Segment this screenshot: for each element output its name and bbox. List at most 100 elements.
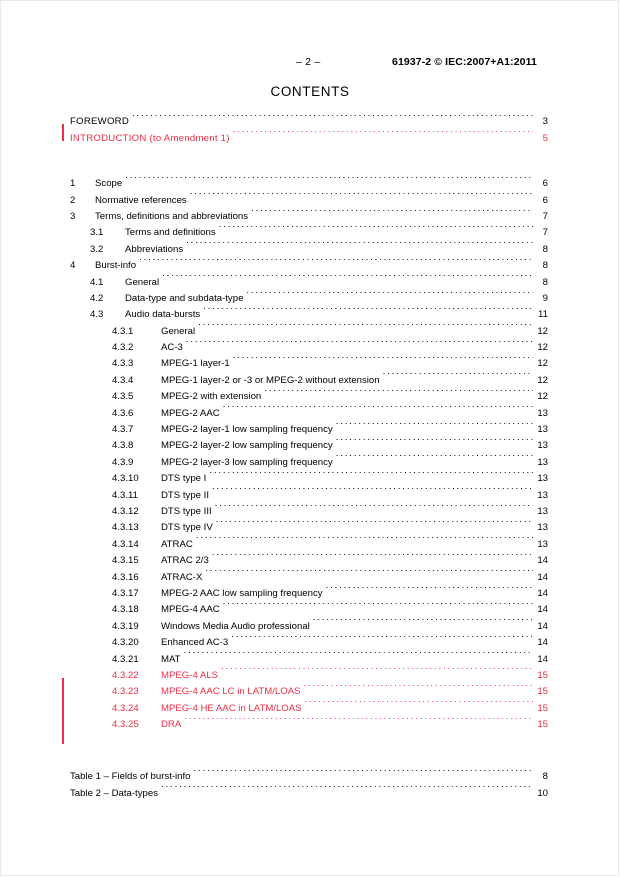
toc-entry-clause-3-1[interactable]: 3.1 Terms and definitions 7 — [70, 219, 548, 238]
toc-entry-number: 2 — [70, 194, 76, 206]
toc-entry-clause-4-3-6[interactable]: 4.3.6 MPEG-2 AAC 13 — [70, 399, 548, 418]
section-spacer — [70, 747, 548, 763]
toc-entry-clause-4-3-3[interactable]: 4.3.3 MPEG-1 layer-1 12 — [70, 350, 548, 369]
toc-entry-clause-3-2[interactable]: 3.2 Abbreviations 8 — [70, 235, 548, 254]
toc-leader-dots — [132, 108, 533, 124]
page-title: CONTENTS — [270, 84, 350, 99]
toc-entry-clause-4-3-25[interactable]: 4.3.25 DRA 15 — [70, 711, 548, 730]
toc-entry-number: 4.3.3 — [112, 358, 134, 370]
toc-entry-page: 11 — [538, 309, 548, 321]
table-of-contents: FOREWORD 3 INTRODUCTION (to Amendment 1)… — [62, 108, 548, 799]
toc-entry-page: 13 — [537, 424, 548, 436]
toc-entry-number: 4.3.7 — [112, 424, 134, 436]
toc-entry-label: MPEG-2 AAC low sampling frequency — [161, 587, 323, 599]
toc-entry-page: 13 — [537, 538, 548, 550]
toc-leader-dots — [336, 416, 533, 432]
toc-entry-label: Data-type and subdata-type — [125, 292, 244, 304]
toc-entry-page: 3 — [542, 116, 548, 128]
amendment-change-bar — [62, 124, 64, 141]
toc-leader-dots — [223, 399, 533, 415]
toc-entry-label: MPEG-4 ALS — [161, 669, 219, 681]
toc-leader-dots — [203, 301, 533, 317]
toc-entry-clause-4-3-4[interactable]: 4.3.4 MPEG-1 layer-2 or -3 or MPEG-2 wit… — [70, 366, 548, 385]
toc-entry-clause-4-3-24[interactable]: 4.3.24 MPEG-4 HE AAC in LATM/LOAS 15 — [70, 694, 548, 713]
toc-entry-clause-4-3-21[interactable]: 4.3.21 MAT 14 — [70, 645, 548, 664]
toc-entry-page: 14 — [537, 620, 548, 632]
toc-entry-page: 10 — [537, 787, 548, 799]
toc-leader-dots — [161, 779, 533, 795]
toc-leader-dots — [219, 219, 533, 235]
toc-entry-number: 4.3.14 — [112, 538, 139, 550]
toc-entry-number: 4.3.16 — [112, 571, 139, 583]
toc-leader-dots — [313, 612, 533, 628]
toc-entry-clause-4-3-23[interactable]: 4.3.23 MPEG-4 AAC LC in LATM/LOAS 15 — [70, 678, 548, 697]
toc-entry-clause-2[interactable]: 2 Normative references 6 — [70, 186, 548, 205]
toc-entry-number: 4.3.5 — [112, 391, 134, 403]
toc-entry-clause-4-3-8[interactable]: 4.3.8 MPEG-2 layer-2 low sampling freque… — [70, 432, 548, 451]
toc-entry-clause-4-3-10[interactable]: 4.3.10 DTS type I 13 — [70, 465, 548, 484]
toc-leader-dots — [184, 645, 533, 661]
toc-entry-clause-1[interactable]: 1 Scope 6 — [70, 170, 548, 189]
toc-entry-label: MPEG-4 AAC — [161, 604, 220, 616]
front-matter-block: FOREWORD 3 INTRODUCTION (to Amendment 1)… — [62, 108, 548, 144]
toc-entry-label: MPEG-2 layer-3 low sampling frequency — [161, 456, 333, 468]
toc-entry-clause-4-3-18[interactable]: 4.3.18 MPEG-4 AAC 14 — [70, 596, 548, 615]
toc-entry-clause-4[interactable]: 4 Burst-info 8 — [70, 252, 548, 271]
toc-entry-clause-4-3-20[interactable]: 4.3.20 Enhanced AC-3 14 — [70, 629, 548, 648]
toc-entry-clause-4-3-13[interactable]: 4.3.13 DTS type IV 13 — [70, 514, 548, 533]
toc-entry-label: ATRAC-X — [161, 571, 203, 583]
toc-entry-label: General — [125, 276, 160, 288]
toc-entry-page: 12 — [537, 391, 548, 403]
toc-entry-clause-4-3-7[interactable]: 4.3.7 MPEG-2 layer-1 low sampling freque… — [70, 416, 548, 435]
toc-entry-page: 14 — [537, 587, 548, 599]
toc-entry-page: 15 — [537, 719, 548, 731]
toc-entry-foreword[interactable]: FOREWORD 3 — [70, 108, 548, 127]
toc-entry-clause-4-3-15[interactable]: 4.3.15 ATRAC 2/3 14 — [70, 547, 548, 566]
toc-entry-table-2[interactable]: Table 2 – Data-types 10 — [70, 779, 548, 798]
toc-leader-dots — [304, 678, 533, 694]
toc-entry-clause-4-3-12[interactable]: 4.3.12 DTS type III 13 — [70, 498, 548, 517]
toc-entry-clause-4-3-2[interactable]: 4.3.2 AC-3 12 — [70, 334, 548, 353]
toc-leader-dots — [186, 235, 533, 251]
toc-leader-dots — [223, 596, 533, 612]
toc-entry-clause-4-1[interactable]: 4.1 General 8 — [70, 268, 548, 287]
toc-entry-introduction[interactable]: INTRODUCTION (to Amendment 1) 5 — [70, 124, 548, 143]
header-page-marker: – 2 – — [296, 56, 321, 68]
toc-leader-dots — [162, 268, 533, 284]
toc-entry-clause-4-2[interactable]: 4.2 Data-type and subdata-type 9 — [70, 285, 548, 304]
toc-leader-dots — [139, 252, 533, 268]
toc-entry-clause-4-3-16[interactable]: 4.3.16 ATRAC-X 14 — [70, 563, 548, 582]
toc-entry-clause-4-3-9[interactable]: 4.3.9 MPEG-2 layer-3 low sampling freque… — [70, 448, 548, 467]
toc-entry-clause-4-3-1[interactable]: 4.3.1 General 12 — [70, 317, 548, 336]
toc-entry-clause-3[interactable]: 3 Terms, definitions and abbreviations 7 — [70, 203, 548, 222]
toc-entry-number: 4.3.11 — [112, 489, 138, 501]
toc-leader-dots — [194, 763, 533, 779]
toc-entry-label: Burst-info — [95, 260, 137, 272]
page-header: – 2 – 61937-2 © IEC:2007+A1:2011 — [0, 56, 620, 70]
toc-entry-number: 4.3.20 — [112, 637, 139, 649]
toc-entry-clause-4-3[interactable]: 4.3 Audio data-bursts 11 — [70, 301, 548, 320]
toc-leader-dots — [198, 317, 533, 333]
toc-entry-page: 8 — [542, 276, 548, 288]
toc-entry-label: Terms, definitions and abbreviations — [95, 210, 249, 222]
toc-entry-clause-4-3-22[interactable]: 4.3.22 MPEG-4 ALS 15 — [70, 662, 548, 681]
toc-entry-label: ATRAC 2/3 — [161, 555, 209, 567]
toc-entry-label: AC-3 — [161, 342, 183, 354]
toc-leader-dots — [251, 203, 533, 219]
toc-entry-page: 7 — [542, 227, 548, 239]
toc-entry-clause-4-3-17[interactable]: 4.3.17 MPEG-2 AAC low sampling frequency… — [70, 580, 548, 599]
toc-entry-label: MPEG-2 with extension — [161, 391, 262, 403]
toc-entry-page: 14 — [537, 604, 548, 616]
toc-entry-page: 8 — [542, 260, 548, 272]
toc-entry-number: 4.3.17 — [112, 587, 139, 599]
toc-entry-table-1[interactable]: Table 1 – Fields of burst-info 8 — [70, 763, 548, 782]
toc-entry-clause-4-3-5[interactable]: 4.3.5 MPEG-2 with extension 12 — [70, 383, 548, 402]
toc-entry-clause-4-3-11[interactable]: 4.3.11 DTS type II 13 — [70, 481, 548, 500]
toc-entry-label: ATRAC — [161, 538, 193, 550]
toc-entry-page: 7 — [542, 210, 548, 222]
toc-entry-page: 13 — [537, 489, 548, 501]
clauses-block: 1 Scope 6 2 Normative references 6 3 Ter… — [62, 170, 548, 744]
toc-entry-clause-4-3-19[interactable]: 4.3.19 Windows Media Audio professional … — [70, 612, 548, 631]
toc-entry-page: 8 — [542, 771, 548, 783]
toc-entry-clause-4-3-14[interactable]: 4.3.14 ATRAC 13 — [70, 530, 548, 549]
